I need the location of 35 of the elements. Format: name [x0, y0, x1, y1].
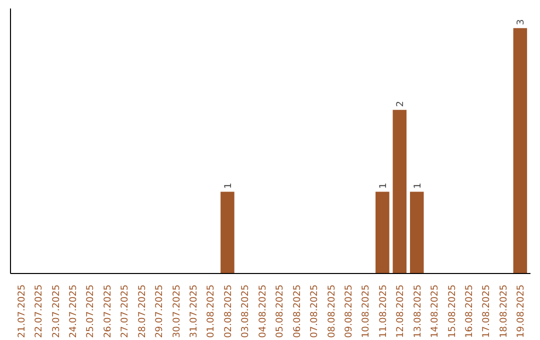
x-tick-label: 11.08.2025 — [378, 284, 389, 338]
x-tick-label: 08.08.2025 — [326, 284, 338, 338]
x-tick-label: 27.07.2025 — [120, 284, 131, 338]
x-tick-label: 25.07.2025 — [85, 284, 96, 338]
x-tick-label: 06.08.2025 — [292, 284, 303, 338]
x-tick-label: 09.08.2025 — [343, 284, 354, 338]
data-label: 1 — [378, 182, 389, 189]
data-label: 1 — [222, 182, 234, 189]
x-tick-label: 12.08.2025 — [395, 284, 406, 338]
x-tick-label: 13.08.2025 — [412, 284, 424, 338]
x-tick-label: 18.08.2025 — [498, 284, 510, 338]
x-tick-label: 03.08.2025 — [240, 284, 252, 338]
data-label: 1 — [412, 182, 424, 189]
x-tick-label: 07.08.2025 — [309, 284, 320, 338]
data-label: 3 — [516, 19, 527, 26]
x-tick-label: 14.08.2025 — [430, 284, 441, 338]
x-tick-label: 21.07.2025 — [16, 284, 28, 338]
x-tick-label: 10.08.2025 — [360, 284, 372, 338]
x-tick-label: 15.08.2025 — [446, 284, 458, 338]
x-tick-label: 01.08.2025 — [206, 284, 217, 338]
x-tick-label: 19.08.2025 — [516, 284, 527, 338]
x-tick-label: 30.07.2025 — [171, 284, 182, 338]
x-tick-label: 16.08.2025 — [464, 284, 476, 338]
x-tick-label: 22.07.2025 — [34, 284, 45, 338]
x-tick-label: 31.07.2025 — [188, 284, 200, 338]
x-tick-label: 02.08.2025 — [222, 284, 234, 338]
data-label: 2 — [395, 100, 406, 107]
x-tick-label: 24.07.2025 — [68, 284, 79, 338]
x-tick-label: 26.07.2025 — [102, 284, 114, 338]
x-tick-label: 04.08.2025 — [257, 284, 268, 338]
x-tick-label: 29.07.2025 — [154, 284, 166, 338]
x-tick-label: 17.08.2025 — [481, 284, 492, 338]
x-tick-label: 05.08.2025 — [274, 284, 286, 338]
x-tick-label: 23.07.2025 — [50, 284, 62, 338]
x-tick-label: 28.07.2025 — [136, 284, 148, 338]
